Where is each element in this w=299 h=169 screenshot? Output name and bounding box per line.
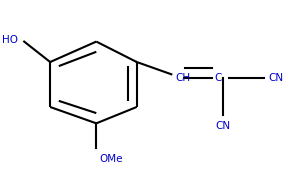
Text: HO: HO <box>2 35 19 45</box>
Text: C: C <box>215 73 222 83</box>
Text: OMe: OMe <box>99 154 123 164</box>
Text: CN: CN <box>268 73 283 83</box>
Text: CH: CH <box>176 73 191 83</box>
Text: CN: CN <box>216 121 231 131</box>
